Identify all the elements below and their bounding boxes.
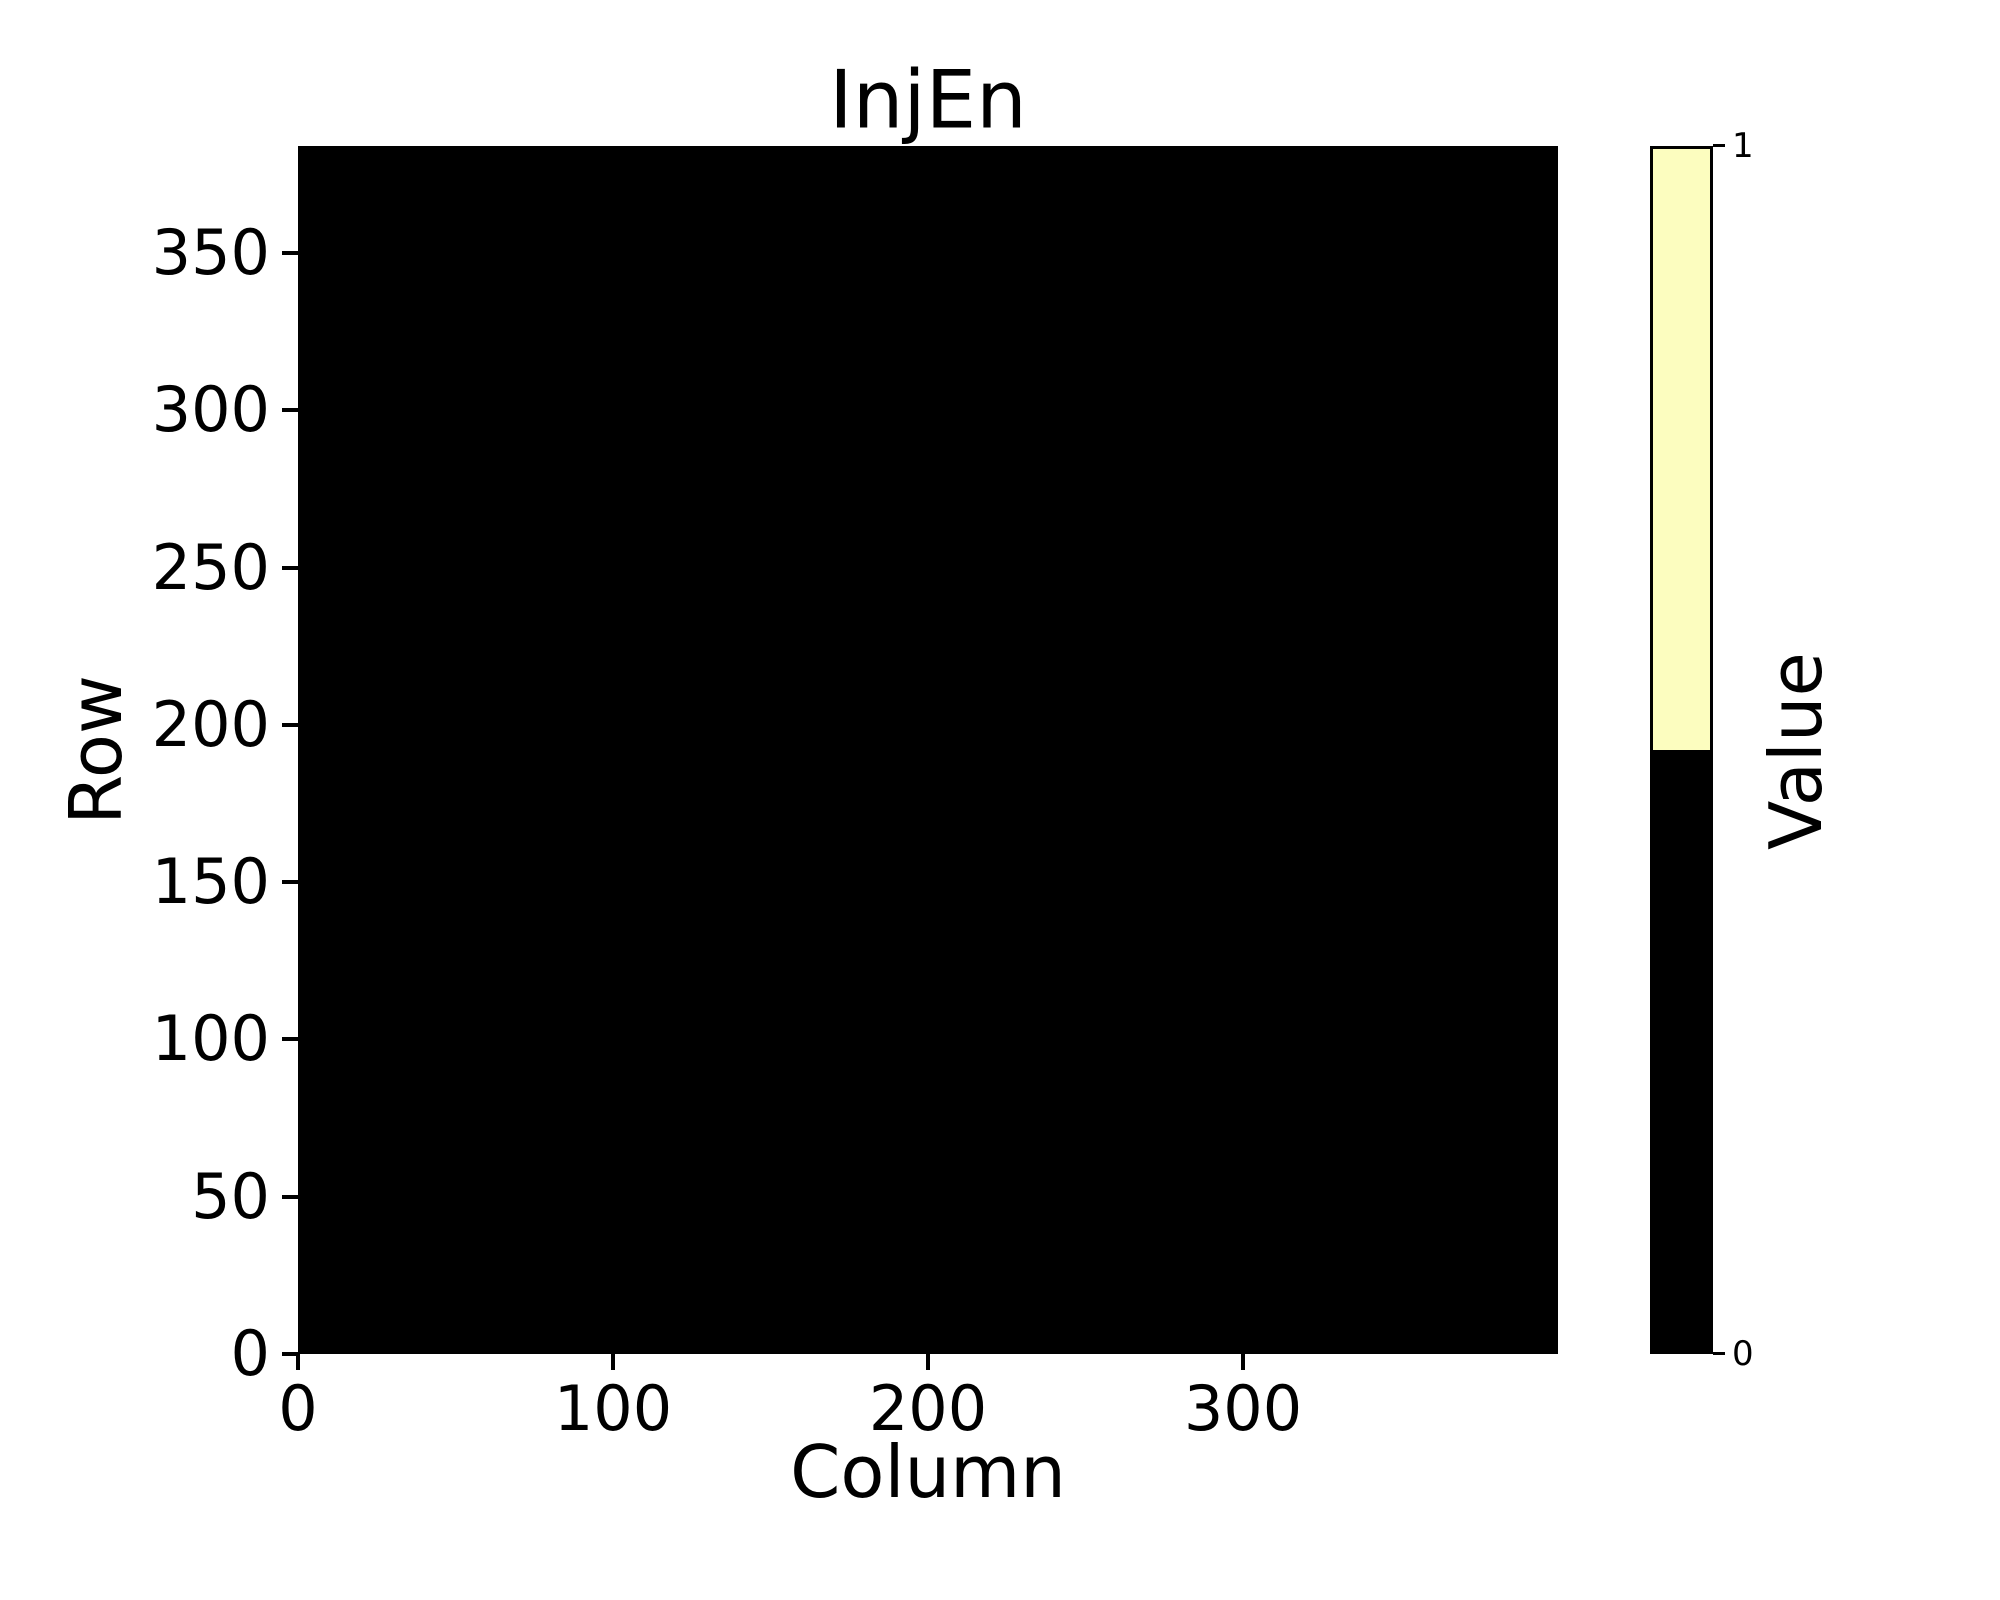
colorbar-tick-label: 0 <box>1732 1334 1754 1374</box>
x-tick-mark <box>296 1354 300 1370</box>
colorbar-segment-value-0 <box>1653 750 1710 1351</box>
x-axis-label: Column <box>790 1430 1066 1514</box>
x-tick-label: 300 <box>1183 1372 1303 1445</box>
y-tick-label: 150 <box>151 845 270 919</box>
x-tick-label: 200 <box>868 1372 988 1445</box>
x-tick-mark <box>1241 1354 1245 1370</box>
x-tick-mark <box>926 1354 930 1370</box>
y-tick-mark <box>282 1037 298 1042</box>
x-tick-label: 100 <box>553 1372 673 1445</box>
y-tick-label: 300 <box>151 373 270 447</box>
y-tick-label: 100 <box>151 1002 270 1076</box>
y-tick-label: 0 <box>230 1317 270 1390</box>
colorbar-tick-mark <box>1713 144 1725 147</box>
y-tick-mark <box>282 722 298 727</box>
x-tick-mark <box>611 1354 615 1370</box>
colorbar-tick-mark <box>1713 1352 1725 1355</box>
y-tick-mark <box>282 250 298 255</box>
y-tick-mark <box>282 1352 298 1356</box>
y-tick-mark <box>282 565 298 570</box>
y-tick-mark <box>282 880 298 885</box>
colorbar-segment-value-1 <box>1653 149 1710 750</box>
y-tick-label: 200 <box>151 687 270 761</box>
y-tick-mark <box>282 1194 298 1199</box>
chart-title: InjEn <box>829 53 1027 147</box>
y-tick-label: 250 <box>151 530 270 604</box>
x-tick-label: 0 <box>278 1372 318 1445</box>
y-tick-label: 50 <box>191 1159 270 1233</box>
colorbar-tick-label: 1 <box>1732 126 1754 166</box>
heatmap-plot <box>298 146 1558 1354</box>
colorbar <box>1650 146 1713 1354</box>
y-tick-mark <box>282 408 298 413</box>
y-tick-label: 350 <box>151 215 270 289</box>
colorbar-label: Value <box>1754 652 1838 850</box>
